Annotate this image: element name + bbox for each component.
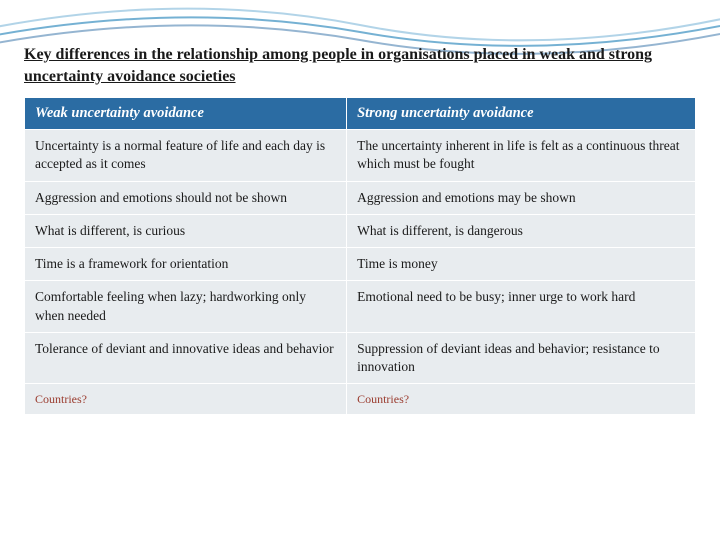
cell-weak: Time is a framework for orientation [25,248,347,281]
slide-content: Key differences in the relationship amon… [0,0,720,435]
cell-strong: Emotional need to be busy; inner urge to… [347,281,696,332]
header-weak: Weak uncertainty avoidance [25,98,347,130]
cell-strong-countries: Countries? [347,384,696,415]
cell-weak-countries: Countries? [25,384,347,415]
cell-weak: Uncertainty is a normal feature of life … [25,130,347,181]
cell-weak: Aggression and emotions should not be sh… [25,181,347,214]
table-row-countries: Countries? Countries? [25,384,696,415]
cell-strong: What is different, is dangerous [347,214,696,247]
cell-strong: Suppression of deviant ideas and behavio… [347,332,696,383]
table-row: Time is a framework for orientation Time… [25,248,696,281]
cell-strong: The uncertainty inherent in life is felt… [347,130,696,181]
cell-weak: What is different, is curious [25,214,347,247]
table-header-row: Weak uncertainty avoidance Strong uncert… [25,98,696,130]
table-row: Tolerance of deviant and innovative idea… [25,332,696,383]
cell-weak: Tolerance of deviant and innovative idea… [25,332,347,383]
header-strong: Strong uncertainty avoidance [347,98,696,130]
slide-title: Key differences in the relationship amon… [24,44,696,87]
cell-weak: Comfortable feeling when lazy; hardworki… [25,281,347,332]
cell-strong: Time is money [347,248,696,281]
comparison-table: Weak uncertainty avoidance Strong uncert… [24,97,696,415]
table-row: What is different, is curious What is di… [25,214,696,247]
table-row: Comfortable feeling when lazy; hardworki… [25,281,696,332]
table-row: Aggression and emotions should not be sh… [25,181,696,214]
cell-strong: Aggression and emotions may be shown [347,181,696,214]
table-row: Uncertainty is a normal feature of life … [25,130,696,181]
